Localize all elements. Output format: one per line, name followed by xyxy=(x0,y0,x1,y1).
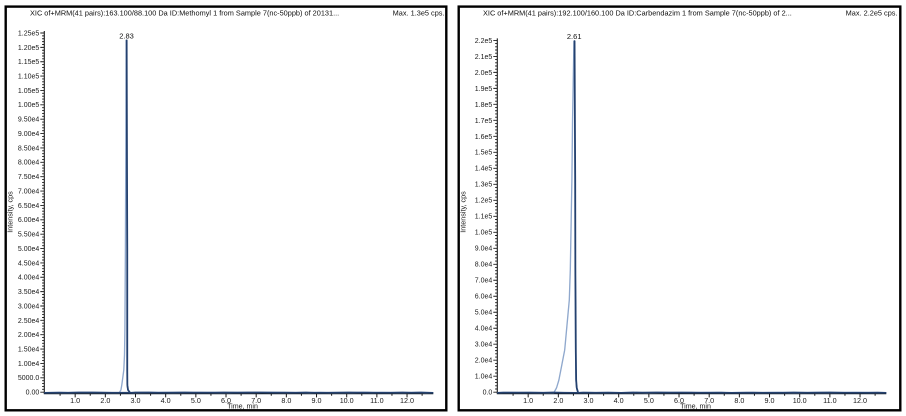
svg-text:1.2e5: 1.2e5 xyxy=(475,198,493,205)
svg-text:1.50e4: 1.50e4 xyxy=(18,347,40,354)
svg-text:9.50e4: 9.50e4 xyxy=(18,117,40,124)
svg-text:7.0: 7.0 xyxy=(704,396,714,405)
svg-text:8.50e4: 8.50e4 xyxy=(18,145,40,152)
svg-text:8.0: 8.0 xyxy=(281,396,291,405)
svg-text:0.0: 0.0 xyxy=(483,390,493,397)
svg-text:1.0: 1.0 xyxy=(523,396,533,405)
svg-text:2.1e5: 2.1e5 xyxy=(475,54,493,61)
svg-text:10.0: 10.0 xyxy=(793,396,807,405)
svg-text:4.0e4: 4.0e4 xyxy=(475,326,493,333)
svg-text:5.00e4: 5.00e4 xyxy=(18,246,40,253)
svg-text:7.00e4: 7.00e4 xyxy=(18,188,40,195)
svg-text:3.50e4: 3.50e4 xyxy=(18,289,40,296)
svg-text:3.00e4: 3.00e4 xyxy=(18,303,40,310)
svg-text:2.50e4: 2.50e4 xyxy=(18,318,40,325)
svg-text:1.5e5: 1.5e5 xyxy=(475,150,493,157)
svg-text:1.0: 1.0 xyxy=(70,396,80,405)
svg-text:2.0: 2.0 xyxy=(100,396,110,405)
svg-text:10.0: 10.0 xyxy=(340,396,354,405)
svg-text:1.00e4: 1.00e4 xyxy=(18,361,40,368)
svg-text:3.0e4: 3.0e4 xyxy=(475,342,493,349)
svg-text:5.0e4: 5.0e4 xyxy=(475,310,493,317)
svg-text:0.00: 0.00 xyxy=(26,390,40,397)
svg-text:1.7e5: 1.7e5 xyxy=(475,118,493,125)
svg-text:1.15e5: 1.15e5 xyxy=(18,59,40,66)
svg-text:Max. 1.3e5 cps.: Max. 1.3e5 cps. xyxy=(393,8,445,17)
svg-text:2.83: 2.83 xyxy=(119,32,134,41)
svg-text:1.3e5: 1.3e5 xyxy=(475,182,493,189)
svg-text:5.0: 5.0 xyxy=(644,396,654,405)
svg-text:12.0: 12.0 xyxy=(853,396,867,405)
svg-text:4.0: 4.0 xyxy=(161,396,171,405)
svg-text:7.0: 7.0 xyxy=(251,396,261,405)
svg-text:11.0: 11.0 xyxy=(370,396,383,405)
svg-text:3.0: 3.0 xyxy=(584,396,594,405)
svg-text:Time, min: Time, min xyxy=(680,403,711,411)
svg-text:4.50e4: 4.50e4 xyxy=(18,260,40,267)
svg-text:6.0: 6.0 xyxy=(674,396,684,405)
svg-text:Time, min: Time, min xyxy=(227,403,258,411)
svg-text:9.0: 9.0 xyxy=(312,396,322,405)
svg-text:5000.0: 5000.0 xyxy=(18,375,40,382)
svg-text:Intensity, cps: Intensity, cps xyxy=(6,191,15,233)
svg-text:6.50e4: 6.50e4 xyxy=(18,203,40,210)
svg-text:2.61: 2.61 xyxy=(567,32,582,41)
svg-text:5.50e4: 5.50e4 xyxy=(18,232,40,239)
svg-text:2.00e4: 2.00e4 xyxy=(18,332,40,339)
svg-text:5.0: 5.0 xyxy=(191,396,201,405)
svg-text:1.05e5: 1.05e5 xyxy=(18,88,40,95)
svg-text:6.0: 6.0 xyxy=(221,396,231,405)
svg-text:4.0: 4.0 xyxy=(614,396,624,405)
svg-text:1.1e5: 1.1e5 xyxy=(475,214,493,221)
svg-text:8.0e4: 8.0e4 xyxy=(475,262,493,269)
svg-text:4.00e4: 4.00e4 xyxy=(18,275,40,282)
svg-text:1.9e5: 1.9e5 xyxy=(475,86,493,93)
svg-text:2.0e4: 2.0e4 xyxy=(475,358,493,365)
svg-text:1.20e5: 1.20e5 xyxy=(18,45,40,52)
svg-text:2.0: 2.0 xyxy=(553,396,563,405)
svg-text:1.00e5: 1.00e5 xyxy=(18,102,40,109)
svg-text:6.00e4: 6.00e4 xyxy=(18,217,40,224)
svg-text:2.2e5: 2.2e5 xyxy=(475,38,493,45)
svg-text:1.6e5: 1.6e5 xyxy=(475,134,493,141)
svg-text:Max. 2.2e5 cps.: Max. 2.2e5 cps. xyxy=(846,8,898,17)
svg-text:3.0: 3.0 xyxy=(131,396,141,405)
svg-text:7.50e4: 7.50e4 xyxy=(18,174,40,181)
svg-text:9.0: 9.0 xyxy=(765,396,775,405)
svg-text:12.0: 12.0 xyxy=(400,396,414,405)
svg-text:2.0e5: 2.0e5 xyxy=(475,70,493,77)
svg-text:6.0e4: 6.0e4 xyxy=(475,294,493,301)
svg-text:8.00e4: 8.00e4 xyxy=(18,160,40,167)
svg-text:8.0: 8.0 xyxy=(734,396,744,405)
svg-text:1.0e5: 1.0e5 xyxy=(475,230,493,237)
svg-text:9.00e4: 9.00e4 xyxy=(18,131,40,138)
svg-text:1.25e5: 1.25e5 xyxy=(18,30,40,37)
svg-text:11.0: 11.0 xyxy=(823,396,836,405)
svg-text:1.8e5: 1.8e5 xyxy=(475,102,493,109)
svg-text:XIC of+MRM(41 pairs):192.100/1: XIC of+MRM(41 pairs):192.100/160.100 Da … xyxy=(483,8,792,17)
svg-text:XIC of+MRM(41 pairs):163.100/8: XIC of+MRM(41 pairs):163.100/88.100 Da I… xyxy=(30,8,339,17)
svg-text:1.0e4: 1.0e4 xyxy=(475,374,493,381)
svg-text:9.0e4: 9.0e4 xyxy=(475,246,493,253)
svg-text:7.0e4: 7.0e4 xyxy=(475,278,493,285)
svg-text:1.4e5: 1.4e5 xyxy=(475,166,493,173)
svg-text:Intensity, cps: Intensity, cps xyxy=(459,191,468,233)
svg-text:1.10e5: 1.10e5 xyxy=(18,74,40,81)
